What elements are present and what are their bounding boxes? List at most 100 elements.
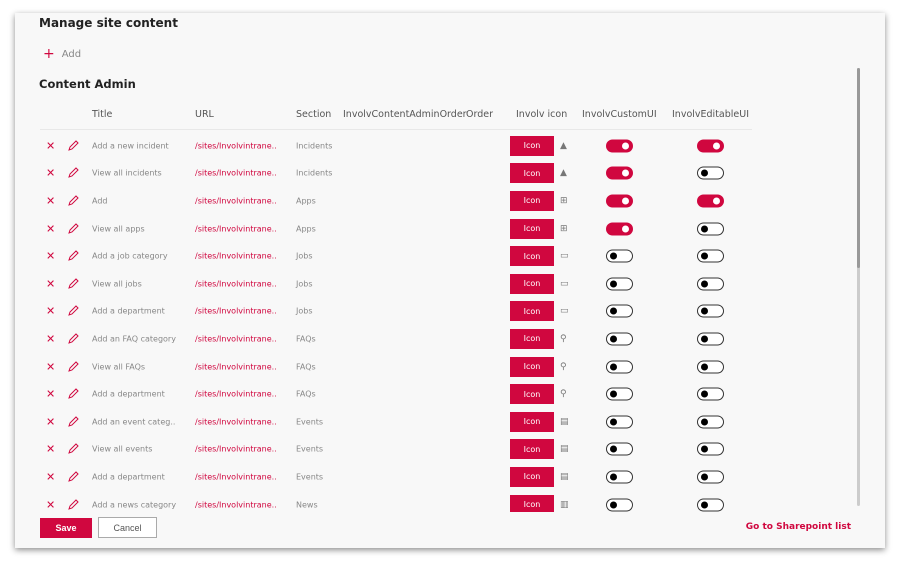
delete-icon[interactable]: ✕ [46, 387, 56, 401]
editableui-toggle[interactable] [697, 277, 724, 291]
icon-picker-button[interactable]: Icon [510, 411, 554, 432]
editableui-toggle[interactable] [697, 139, 724, 153]
customui-toggle[interactable] [606, 332, 633, 346]
row-url-link[interactable]: /sites/Involvintrane.. [195, 279, 277, 289]
row-url-link[interactable]: /sites/Involvintrane.. [195, 141, 277, 151]
customui-toggle[interactable] [606, 387, 633, 401]
icon-picker-button[interactable]: Icon [510, 218, 554, 239]
row-url-link[interactable]: /sites/Involvintrane.. [195, 500, 277, 510]
save-button[interactable]: Save [40, 518, 92, 538]
edit-pencil-icon[interactable] [67, 360, 79, 373]
customui-toggle[interactable] [606, 498, 633, 512]
editableui-toggle[interactable] [697, 470, 724, 484]
customui-toggle[interactable] [606, 249, 633, 263]
delete-icon[interactable]: ✕ [46, 166, 56, 180]
edit-pencil-icon[interactable] [67, 416, 79, 428]
edit-pencil-icon[interactable] [67, 498, 79, 511]
editableui-toggle[interactable] [697, 498, 724, 512]
icon-picker-button[interactable]: Icon [510, 439, 554, 460]
column-header-involv-icon[interactable]: Involv icon [516, 109, 568, 120]
delete-icon[interactable]: ✕ [46, 415, 56, 429]
customui-toggle[interactable] [606, 442, 633, 456]
column-header-editableui[interactable]: InvolvEditableUI [672, 109, 750, 120]
customui-toggle[interactable] [606, 360, 633, 374]
row-url-link[interactable]: /sites/Involvintrane.. [195, 306, 277, 316]
cancel-button[interactable]: Cancel [98, 517, 157, 538]
delete-icon[interactable]: ✕ [46, 470, 56, 484]
editableui-toggle[interactable] [697, 304, 724, 318]
delete-icon[interactable]: ✕ [46, 304, 56, 318]
customui-toggle[interactable] [606, 415, 633, 429]
delete-icon[interactable]: ✕ [46, 277, 56, 291]
row-url-link[interactable]: /sites/Involvintrane.. [195, 362, 277, 372]
icon-picker-button[interactable]: Icon [510, 163, 554, 184]
customui-toggle[interactable] [606, 470, 633, 484]
column-header-section[interactable]: Section [296, 109, 332, 120]
go-to-sharepoint-link[interactable]: Go to Sharepoint list [745, 522, 851, 532]
delete-icon[interactable]: ✕ [46, 442, 56, 456]
customui-toggle[interactable] [606, 194, 633, 208]
edit-pencil-icon[interactable] [67, 443, 79, 455]
delete-icon[interactable]: ✕ [46, 498, 56, 512]
calendar-icon: ▤ [560, 471, 569, 482]
editableui-toggle[interactable] [697, 249, 724, 263]
delete-icon[interactable]: ✕ [46, 194, 56, 208]
edit-pencil-icon[interactable] [67, 471, 79, 483]
edit-pencil-icon[interactable] [67, 278, 79, 290]
row-url-link[interactable]: /sites/Involvintrane.. [195, 334, 277, 344]
row-url-link[interactable]: /sites/Involvintrane.. [195, 196, 277, 206]
row-url-link[interactable]: /sites/Involvintrane.. [195, 444, 277, 454]
editableui-toggle[interactable] [697, 415, 724, 429]
icon-picker-button[interactable]: Icon [510, 190, 554, 211]
editableui-toggle[interactable] [697, 387, 724, 401]
row-url-link[interactable]: /sites/Involvintrane.. [195, 389, 277, 399]
row-url-link[interactable]: /sites/Involvintrane.. [195, 224, 277, 234]
edit-pencil-icon[interactable] [67, 305, 79, 317]
row-url-link[interactable]: /sites/Involvintrane.. [195, 417, 277, 427]
editableui-toggle[interactable] [697, 332, 724, 346]
column-header-order[interactable]: Order [466, 109, 493, 120]
editableui-toggle[interactable] [697, 222, 724, 236]
edit-pencil-icon[interactable] [67, 388, 79, 400]
editableui-toggle[interactable] [697, 360, 724, 374]
icon-picker-button[interactable]: Icon [510, 273, 554, 294]
editableui-toggle[interactable] [697, 166, 724, 180]
icon-picker-button[interactable]: Icon [510, 356, 554, 377]
icon-picker-button[interactable]: Icon [510, 246, 554, 267]
customui-toggle[interactable] [606, 166, 633, 180]
icon-picker-button[interactable]: Icon [510, 135, 554, 156]
icon-picker-button[interactable]: Icon [510, 328, 554, 349]
delete-icon[interactable]: ✕ [46, 332, 56, 346]
edit-pencil-icon[interactable] [67, 140, 79, 152]
icon-picker-button[interactable]: Icon [510, 466, 554, 487]
edit-pencil-icon[interactable] [67, 167, 79, 179]
icon-picker-button[interactable]: Icon [510, 384, 554, 405]
delete-icon[interactable]: ✕ [46, 249, 56, 263]
edit-pencil-icon[interactable] [67, 222, 79, 235]
customui-toggle[interactable] [606, 304, 633, 318]
customui-toggle[interactable] [606, 277, 633, 291]
scrollbar[interactable] [857, 68, 860, 506]
delete-icon[interactable]: ✕ [46, 139, 56, 153]
delete-icon[interactable]: ✕ [46, 222, 56, 236]
column-header-title[interactable]: Title [92, 109, 113, 120]
row-url-link[interactable]: /sites/Involvintrane.. [195, 472, 277, 482]
edit-pencil-icon[interactable] [67, 333, 79, 345]
scrollbar-thumb[interactable] [857, 68, 860, 268]
customui-toggle[interactable] [606, 222, 633, 236]
editableui-toggle[interactable] [697, 194, 724, 208]
edit-pencil-icon[interactable] [67, 195, 79, 207]
icon-picker-button[interactable]: Icon [510, 494, 554, 512]
row-url-link[interactable]: /sites/Involvintrane.. [195, 251, 277, 261]
add-button[interactable]: + Add [43, 46, 81, 62]
icon-picker-button[interactable]: Icon [510, 301, 554, 322]
delete-icon[interactable]: ✕ [46, 360, 56, 374]
calendar-icon: ▤ [560, 444, 569, 455]
column-header-contentadminorder[interactable]: InvolvContentAdminOrder [343, 109, 467, 120]
editableui-toggle[interactable] [697, 442, 724, 456]
row-url-link[interactable]: /sites/Involvintrane.. [195, 168, 277, 178]
column-header-customui[interactable]: InvolvCustomUI [582, 109, 657, 120]
customui-toggle[interactable] [606, 139, 633, 153]
column-header-url[interactable]: URL [195, 109, 214, 120]
edit-pencil-icon[interactable] [67, 250, 79, 262]
